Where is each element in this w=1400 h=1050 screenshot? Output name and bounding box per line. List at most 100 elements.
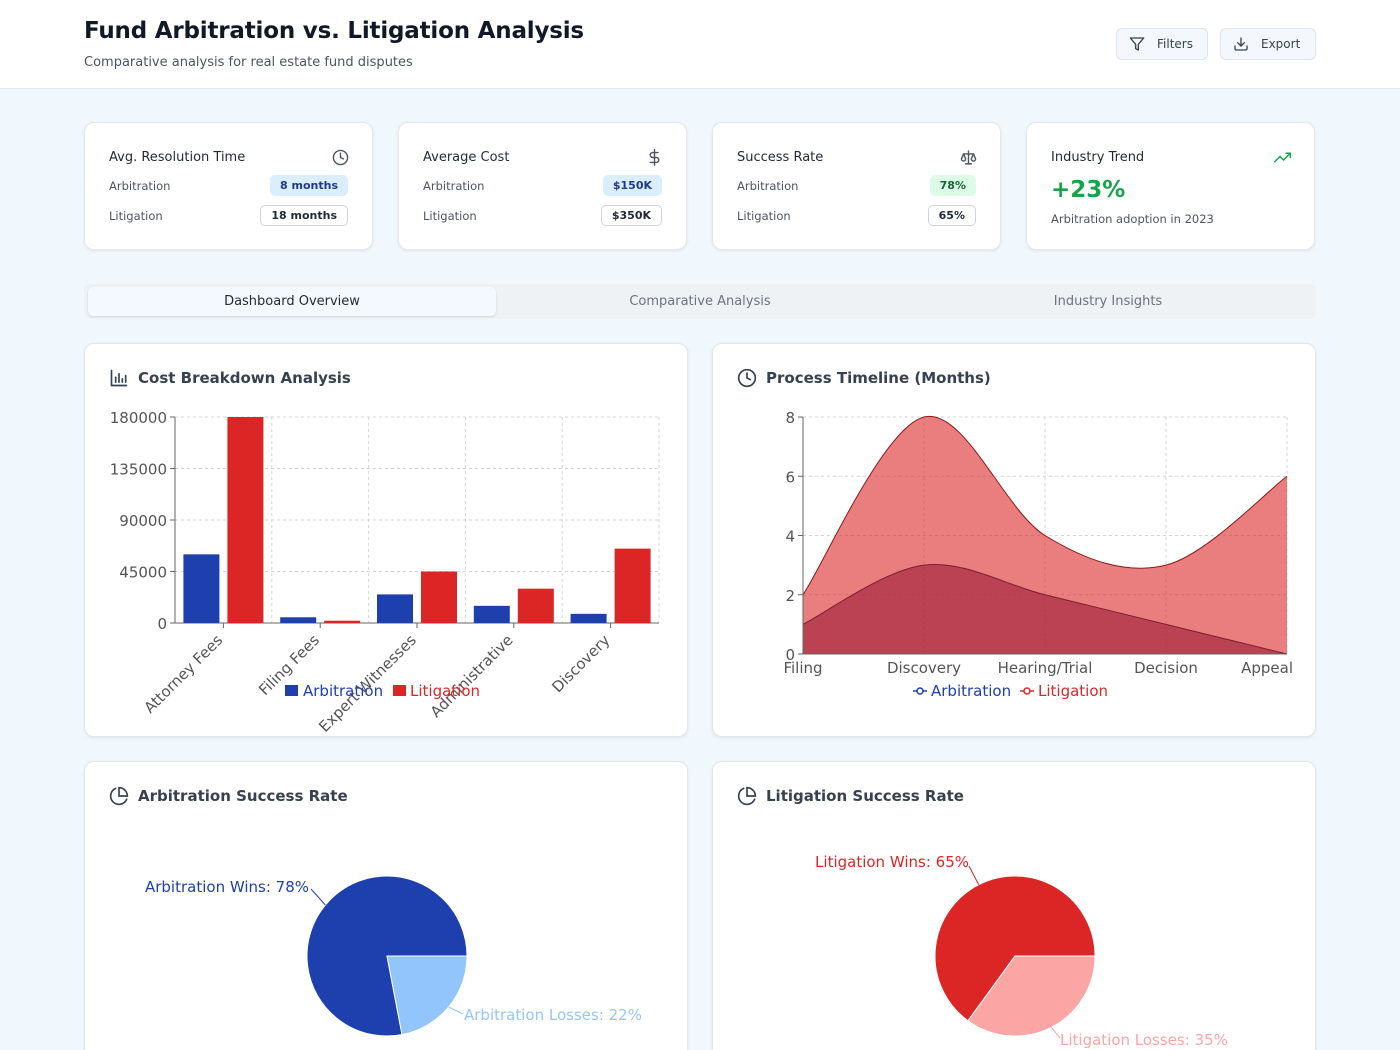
- stat-title: Success Rate: [737, 150, 824, 165]
- stat-card-resolution-time: Avg. Resolution Time Arbitration 8 month…: [84, 122, 373, 250]
- litigation-bar: [614, 548, 651, 623]
- tab-industry-insights[interactable]: Industry Insights: [1053, 294, 1163, 309]
- y-tick-label: 0: [785, 646, 795, 664]
- filters-button-label: Filters: [1157, 37, 1193, 51]
- process-timeline-panel: Process Timeline (Months) 8 6 4 2 0 Filing Dis…: [712, 343, 1316, 737]
- litigation-success-panel: Litigation Success Rate Litigation Wins:…: [712, 761, 1316, 1050]
- litigation-pie-chart: Litigation Wins: 65% Litigation Losses: 3…: [815, 853, 1228, 1049]
- filter-icon: [1129, 37, 1145, 51]
- page-header: Fund Arbitration vs. Litigation Analysis…: [0, 0, 1400, 89]
- trending-up-icon: [1274, 152, 1291, 163]
- stat-title: Avg. Resolution Time: [109, 150, 246, 165]
- y-tick-label: 90000: [119, 512, 167, 530]
- litigation-line: [802, 415, 1288, 596]
- y-tick-label: 135000: [110, 461, 167, 479]
- y-tick-label: 0: [157, 615, 167, 633]
- legend-swatch-litigation: [393, 685, 406, 696]
- panel-title-text: Litigation Success Rate: [766, 787, 964, 805]
- legend-label-arbitration: Arbitration: [931, 682, 1011, 700]
- litigation-value-badge: $350K: [600, 205, 662, 226]
- pie-slice: [967, 955, 1096, 1037]
- stat-card-industry-trend: Industry Trend +23% Arbitration adoption…: [1026, 122, 1315, 250]
- legend-swatch-arbitration: [285, 685, 298, 696]
- panel-title: Arbitration Success Rate: [109, 786, 348, 806]
- panel-title-text: Cost Breakdown Analysis: [138, 369, 351, 387]
- arbitration-bar: [280, 617, 317, 623]
- litigation-value-badge: 65%: [927, 205, 976, 226]
- x-tick-label: Administrative: [427, 631, 517, 721]
- panel-title: Process Timeline (Months): [737, 368, 991, 388]
- arbitration-pie-chart: Arbitration Wins: 78% Arbitration Losses:…: [145, 875, 642, 1037]
- clock-icon: [737, 368, 757, 388]
- arbitration-area: [803, 564, 1287, 654]
- x-tick-label: Hearing/Trial: [998, 659, 1093, 677]
- panel-title: Cost Breakdown Analysis: [109, 368, 351, 388]
- trend-value: +23%: [1051, 177, 1126, 203]
- arbitration-value-badge: 78%: [929, 175, 976, 196]
- litigation-label: Litigation: [737, 209, 791, 223]
- arbitration-line: [802, 563, 1288, 655]
- arbitration-bar: [570, 613, 607, 623]
- trend-description: Arbitration adoption in 2023: [1051, 212, 1214, 226]
- export-button-label: Export: [1261, 37, 1301, 51]
- page-title: Fund Arbitration vs. Litigation Analysis: [84, 18, 584, 44]
- panel-title-text: Process Timeline (Months): [766, 369, 991, 387]
- arbitration-label: Arbitration: [423, 179, 485, 193]
- filters-button[interactable]: Filters: [1116, 28, 1208, 60]
- arbitration-label: Arbitration: [109, 179, 171, 193]
- tab-comparative-analysis[interactable]: Comparative Analysis: [629, 294, 771, 309]
- pie-label-leader: [1050, 1026, 1061, 1039]
- download-icon: [1234, 37, 1248, 51]
- x-tick-label: Filing: [783, 659, 822, 677]
- y-tick-label: 4: [785, 528, 795, 546]
- x-tick-label: Discovery: [548, 631, 613, 696]
- pie-chart-icon: [109, 786, 129, 806]
- legend-label-arbitration: Arbitration: [303, 682, 383, 700]
- y-tick-label: 180000: [110, 409, 167, 427]
- x-tick-label: Discovery: [887, 659, 961, 677]
- export-button[interactable]: Export: [1220, 28, 1316, 60]
- litigation-label: Litigation: [423, 209, 477, 223]
- arbitration-success-panel: Arbitration Success Rate Arbitration Win…: [84, 761, 688, 1050]
- litigation-label: Litigation: [109, 209, 163, 223]
- cost-breakdown-panel: Cost Breakdown Analysis 180000 135000 9000…: [84, 343, 688, 737]
- legend-marker-litigation: [1023, 687, 1031, 695]
- panel-title: Litigation Success Rate: [737, 786, 964, 806]
- panel-title-text: Arbitration Success Rate: [138, 787, 348, 805]
- bar-chart-icon: [110, 369, 128, 387]
- stat-title: Industry Trend: [1051, 150, 1145, 165]
- pie-label: Arbitration Wins: 78%: [145, 878, 309, 896]
- arbitration-bar: [183, 554, 220, 623]
- x-tick-label: Attorney Fees: [140, 631, 226, 717]
- litigation-bar: [324, 620, 361, 623]
- pie-label-leader: [310, 888, 326, 906]
- y-tick-label: 8: [785, 409, 795, 427]
- stat-card-average-cost: Average Cost Arbitration $150K Litigatio…: [398, 122, 687, 250]
- pie-label-leader: [968, 865, 980, 885]
- clock-icon: [332, 149, 349, 166]
- tab-dashboard-overview[interactable]: Dashboard Overview: [88, 287, 496, 316]
- legend-label-litigation: Litigation: [410, 682, 480, 700]
- y-tick-label: 45000: [119, 564, 167, 582]
- y-tick-label: 2: [785, 587, 795, 605]
- arbitration-bar: [377, 594, 413, 623]
- pie-label: Litigation Wins: 65%: [815, 853, 969, 871]
- stat-card-success-rate: Success Rate Arbitration 78% Litigation …: [712, 122, 1001, 250]
- litigation-bar: [517, 588, 554, 623]
- page-subtitle: Comparative analysis for real estate fun…: [84, 55, 413, 70]
- pie-label: Litigation Losses: 35%: [1060, 1031, 1228, 1049]
- x-tick-label: Appeal: [1241, 659, 1293, 677]
- arbitration-label: Arbitration: [737, 179, 799, 193]
- pie-slice: [386, 955, 468, 1036]
- dollar-icon: [649, 149, 660, 166]
- arbitration-bar: [473, 605, 510, 623]
- legend-label-litigation: Litigation: [1038, 682, 1108, 700]
- scale-icon: [960, 150, 977, 165]
- x-tick-label: Decision: [1134, 659, 1198, 677]
- litigation-bar: [421, 571, 457, 623]
- legend-marker-arbitration: [916, 687, 924, 695]
- pie-label-leader: [448, 1006, 464, 1015]
- tab-bar: Dashboard Overview Comparative Analysis …: [84, 284, 1316, 319]
